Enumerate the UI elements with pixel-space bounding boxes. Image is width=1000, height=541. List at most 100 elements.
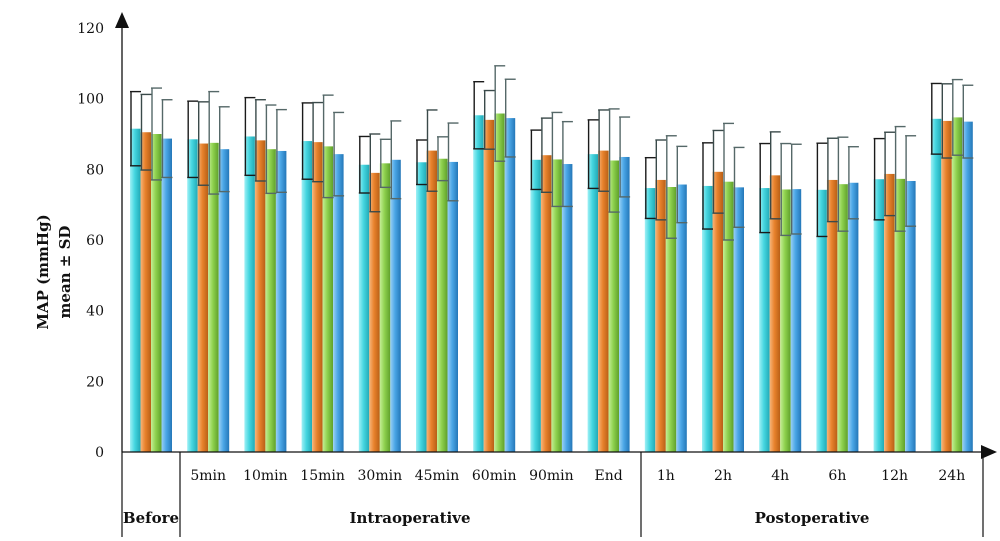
error-bar [951,78,963,156]
bar [561,164,573,453]
bar [884,173,895,452]
bar [676,184,687,452]
y-axis-label-line1: MAP (mmHg) [34,214,52,329]
bar [816,189,827,452]
error-bar [416,139,427,186]
bar [951,117,963,452]
y-axis-arrow [115,12,129,28]
bar [197,143,209,453]
bar [644,188,656,452]
error-bar [208,90,220,195]
error-bar [551,111,563,208]
error-bar [333,111,345,197]
x-category-label: 45min [415,468,460,484]
error-bar [130,90,141,167]
bar [208,142,219,453]
bar [619,156,630,452]
error-bar [665,135,677,239]
bar [473,115,484,453]
error-bar [254,99,266,182]
bar [702,185,713,452]
bar [655,179,666,452]
bar [322,146,334,452]
error-bar [733,146,745,228]
y-tick-label: 80 [86,162,104,178]
group-separators [121,452,984,537]
bar [941,120,952,452]
x-category-label: 5min [190,468,226,484]
error-bar [873,137,885,221]
bar [733,187,744,452]
bar [151,134,162,452]
y-axis-ticks: 0 20 40 60 80 100 120 [77,21,104,461]
bar [369,172,380,452]
error-bar [561,120,573,208]
error-bar [723,122,734,241]
group-label: Postoperative [755,509,870,527]
bar [837,184,848,452]
x-category-label: 4h [771,468,789,484]
y-tick-label: 40 [86,304,104,320]
y-tick-label: 120 [77,21,104,37]
x-category-label: 12h [881,468,908,484]
error-bar [712,129,724,214]
error-bar [780,142,792,237]
error-bar [816,142,828,238]
x-category-label: 24h [938,468,965,484]
error-bar [905,135,917,227]
error-bar [161,99,173,179]
x-category-label: End [594,468,622,484]
error-bar [275,108,287,194]
bar [130,128,141,452]
error-bar [244,96,256,177]
error-bar [826,137,838,223]
bar [437,158,448,452]
bar [483,119,495,452]
bar [530,159,541,452]
error-bar [504,78,516,158]
error-bars [130,65,974,241]
error-bar [312,101,324,183]
y-tick-label: 100 [77,92,104,108]
error-bar [322,94,334,199]
bar [759,188,770,452]
bar [665,187,677,452]
error-bar [218,106,230,193]
bar [826,179,838,452]
x-category-label: 90min [529,468,574,484]
error-bar [540,117,552,194]
error-bar [962,84,974,159]
bar [161,138,172,453]
error-bar [941,83,953,159]
group-labels: Before Intraoperative Postoperative [123,509,869,527]
bar [905,180,916,452]
bar [265,149,276,452]
bar [962,121,973,452]
bar [847,182,859,452]
group-label: Before [123,509,179,527]
bar [187,139,198,453]
bar [790,189,802,452]
x-category-label: 60min [472,468,517,484]
error-bar [530,129,542,191]
bar [301,141,313,453]
bar [494,113,505,453]
error-bar [884,131,896,217]
error-bar [847,146,859,220]
error-bar [197,101,209,186]
y-tick-label: 0 [95,445,104,461]
bar [598,150,609,452]
bar [416,162,427,452]
error-bar [702,142,713,230]
error-bar [655,139,667,221]
error-bar [379,138,391,189]
error-bar [608,108,620,213]
error-bar [426,109,438,192]
bar [426,150,437,452]
error-bar [483,89,495,150]
bar [358,164,370,453]
error-bar [790,143,802,235]
bar [769,175,781,452]
bar [551,159,562,452]
bar [333,154,344,452]
